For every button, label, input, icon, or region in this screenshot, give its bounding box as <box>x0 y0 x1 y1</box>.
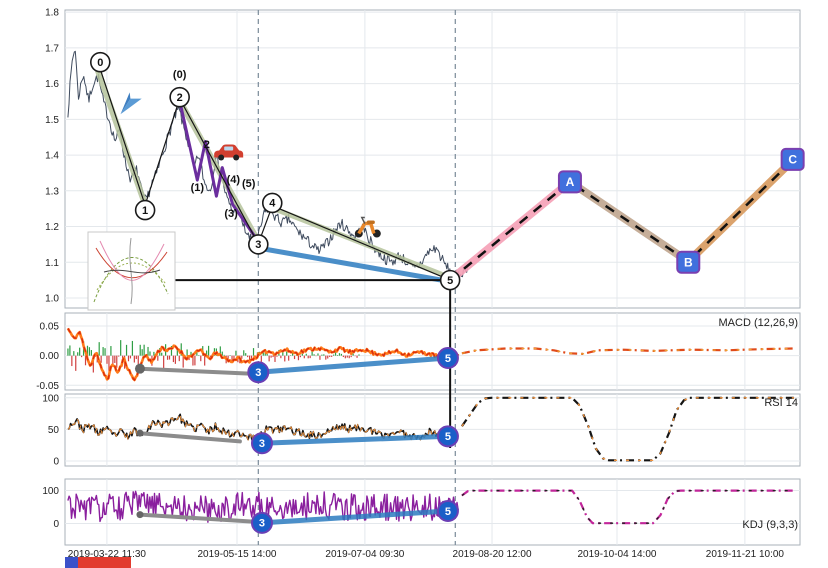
svg-text:3: 3 <box>259 518 265 530</box>
svg-text:1.3: 1.3 <box>45 186 59 197</box>
rsi-indicator-label: RSI 14 <box>764 397 798 409</box>
subwave-label: (0) <box>173 69 187 81</box>
svg-text:1.6: 1.6 <box>45 79 59 90</box>
svg-text:1.1: 1.1 <box>45 258 59 269</box>
svg-text:0: 0 <box>97 57 103 69</box>
kdj-indicator-label: KDJ (9,3,3) <box>742 519 798 531</box>
macd-trendline <box>134 363 261 376</box>
svg-text:2019-11-21 10:00: 2019-11-21 10:00 <box>706 549 785 560</box>
svg-text:3: 3 <box>259 438 265 450</box>
scooter-icon <box>354 216 381 238</box>
price-trendline <box>99 68 451 281</box>
x-axis-labels: 2019-03-22 11:30 2019-05-15 14:00 2019-07-… <box>68 549 785 560</box>
macd-indicator-label: MACD (12,26,9) <box>718 317 798 329</box>
macd-trendline <box>255 355 451 375</box>
svg-text:100: 100 <box>42 486 59 497</box>
wave-letter-C: C <box>780 147 805 171</box>
macd-panel: 0.05 0.00 -0.05 <box>36 312 801 392</box>
svg-text:A: A <box>566 175 575 189</box>
subwave-label: 2 <box>204 139 210 151</box>
kdj-badge-5: 5 <box>436 500 459 523</box>
rsi-forecast <box>460 396 795 462</box>
bottom-left-marker-blue <box>65 557 78 568</box>
kdj-badge-3: 3 <box>250 511 273 534</box>
svg-text:2019-08-20 12:00: 2019-08-20 12:00 <box>453 549 532 560</box>
svg-text:1.8: 1.8 <box>45 8 59 19</box>
wave-circle-2: 2 <box>169 86 190 108</box>
svg-text:3: 3 <box>255 239 261 251</box>
svg-text:1.0: 1.0 <box>45 293 59 304</box>
svg-text:0.00: 0.00 <box>40 351 60 362</box>
kdj-trendline <box>136 511 261 524</box>
svg-text:1.2: 1.2 <box>45 222 59 233</box>
subwave-label: (3) <box>224 208 238 220</box>
svg-text:4: 4 <box>269 198 276 210</box>
forecast-dashed-line <box>449 159 794 282</box>
svg-text:1.4: 1.4 <box>45 151 59 162</box>
svg-text:C: C <box>788 153 797 167</box>
wave-letter-A: A <box>557 170 582 194</box>
inset-thumbnail <box>87 231 176 311</box>
subwave-label: (1) <box>191 182 205 194</box>
svg-text:1: 1 <box>142 205 148 217</box>
svg-text:2019-10-04 14:00: 2019-10-04 14:00 <box>578 549 657 560</box>
macd-badge-5: 5 <box>436 347 459 370</box>
bottom-left-marker <box>65 557 131 568</box>
subwave-label: (4) <box>227 174 241 186</box>
wave-circle-3: 3 <box>248 234 269 255</box>
svg-text:5: 5 <box>445 353 451 365</box>
macd-badge-3: 3 <box>247 361 270 384</box>
svg-text:1.7: 1.7 <box>45 43 59 54</box>
rsi-panel: 100 50 0 <box>42 393 801 467</box>
svg-text:B: B <box>684 255 693 269</box>
svg-text:2: 2 <box>177 92 183 104</box>
wave-letter-B: B <box>676 250 701 274</box>
svg-text:2019-07-04 09:30: 2019-07-04 09:30 <box>325 549 404 560</box>
svg-text:0.05: 0.05 <box>40 322 60 333</box>
car-icon <box>214 144 244 161</box>
svg-text:100: 100 <box>42 393 59 404</box>
macd-series <box>66 327 460 382</box>
wave-circle-5: 5 <box>439 269 461 291</box>
rsi-badge-5: 5 <box>436 425 459 448</box>
svg-text:-0.05: -0.05 <box>36 381 59 392</box>
wave-circle-0: 0 <box>89 51 111 73</box>
svg-text:5: 5 <box>447 275 453 287</box>
svg-text:5: 5 <box>445 506 451 518</box>
svg-text:2019-05-15 14:00: 2019-05-15 14:00 <box>198 549 277 560</box>
rsi-badge-3: 3 <box>250 432 273 455</box>
wave-circle-1: 1 <box>134 199 156 221</box>
price-trendline <box>178 99 260 243</box>
svg-text:1.5: 1.5 <box>45 115 59 126</box>
kdj-forecast <box>461 489 795 525</box>
kdj-trendline <box>259 508 451 526</box>
svg-text:3: 3 <box>255 367 261 379</box>
svg-text:2019-03-22 11:30: 2019-03-22 11:30 <box>68 549 147 560</box>
rsi-trendline <box>136 429 242 444</box>
svg-text:0: 0 <box>53 519 59 530</box>
wave-circle-4: 4 <box>261 192 283 214</box>
svg-text:5: 5 <box>445 431 451 443</box>
price-trendline <box>255 245 453 285</box>
subwave-label: (5) <box>242 178 256 190</box>
rsi-trendline <box>259 433 451 446</box>
svg-text:0: 0 <box>53 456 59 467</box>
svg-text:50: 50 <box>48 425 60 436</box>
macd-forecast <box>461 347 795 355</box>
